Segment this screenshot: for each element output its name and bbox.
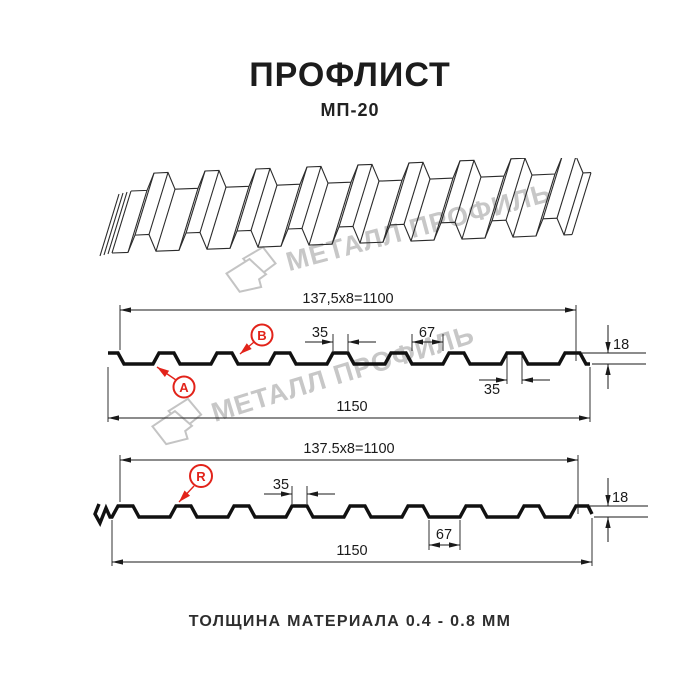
dim-67: 67 (411, 325, 444, 351)
dim-67-text: 67 (419, 325, 435, 341)
dim-35-top: 35 (305, 325, 376, 351)
dim-18: 18 (582, 325, 646, 389)
callout-b-label: B (257, 328, 266, 343)
dim-1100-text: 137.5x8=1100 (303, 441, 394, 457)
thickness-note: ТОЛЩИНА МАТЕРИАЛА 0.4 - 0.8 ММ (188, 613, 512, 630)
dim-67-text: 67 (436, 527, 452, 543)
dim-1100: 137,5x8=1100 (119, 291, 577, 361)
profile-outline (108, 351, 590, 366)
cross-section-ab: 137,5x8=1100 35 67 18 35 (107, 291, 646, 422)
dim-1150-text: 1150 (336, 543, 367, 559)
dim-35: 35 (264, 477, 335, 504)
sheet-wireframe (99, 158, 592, 257)
page-title: ПРОФЛИСТ (249, 56, 451, 94)
profile-outline (93, 503, 594, 527)
dim-1100-text: 137,5x8=1100 (302, 291, 393, 307)
dim-35-text: 35 (273, 477, 289, 493)
callout-r: R (178, 464, 213, 503)
dim-35-bottom-text: 35 (484, 382, 500, 398)
dim-35-bottom: 35 (479, 354, 550, 398)
dim-67: 67 (428, 520, 461, 550)
callout-b: B (239, 323, 274, 355)
callout-a: A (156, 366, 196, 399)
dim-1150-text: 1150 (336, 399, 367, 415)
callout-r-label: R (196, 469, 206, 484)
dim-18: 18 (590, 478, 648, 542)
dim-1100: 137.5x8=1100 (119, 441, 579, 514)
dim-1150: 1150 (111, 518, 593, 566)
dim-35-top-text: 35 (312, 325, 328, 341)
callout-a-label: A (179, 380, 189, 395)
cross-section-r: 137.5x8=1100 35 67 18 1150 (93, 441, 648, 566)
dim-18-text: 18 (612, 490, 628, 506)
sheet-3d-drawing (99, 158, 592, 257)
page-subtitle: МП-20 (320, 100, 380, 120)
dim-18-text: 18 (613, 337, 629, 353)
